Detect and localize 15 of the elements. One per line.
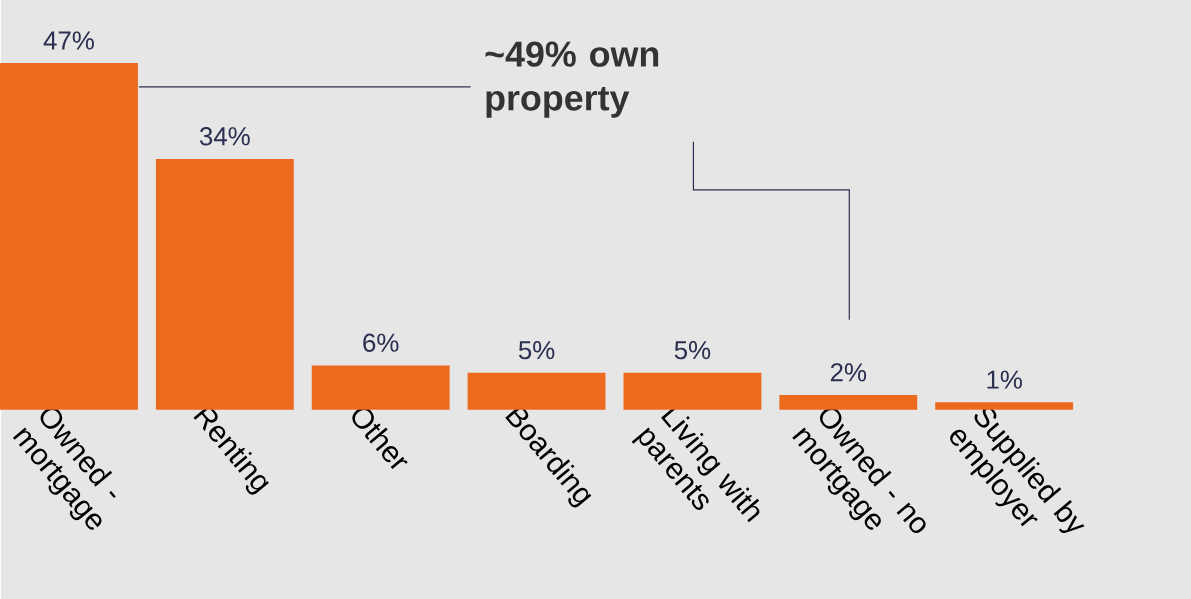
bar	[467, 372, 606, 410]
data-label: 6%	[363, 333, 399, 352]
data-label: 5%	[518, 340, 555, 360]
bar	[623, 372, 762, 410]
bar	[779, 394, 918, 410]
data-label: 1%	[987, 370, 1022, 389]
bar	[935, 402, 1074, 410]
data-label: 34%	[199, 126, 250, 146]
bar	[311, 365, 450, 410]
data-label: 2%	[830, 362, 867, 382]
bar	[155, 158, 294, 410]
data-label: 5%	[674, 340, 711, 360]
bar	[0, 62, 138, 410]
annotation: ~49% own property	[485, 41, 659, 118]
data-label: 47%	[43, 31, 94, 50]
